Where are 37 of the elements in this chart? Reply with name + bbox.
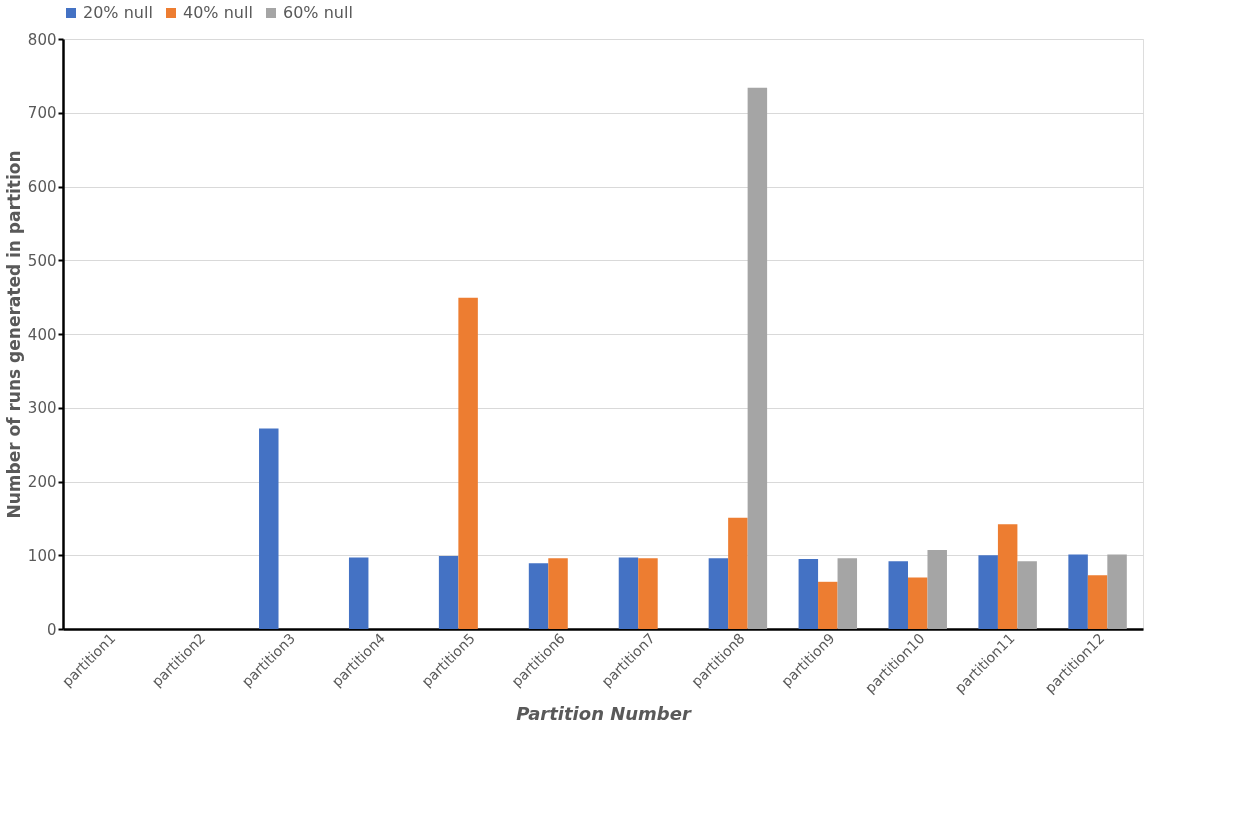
bar bbox=[1017, 561, 1037, 629]
bar bbox=[978, 555, 998, 629]
bar bbox=[728, 517, 748, 629]
bar bbox=[458, 297, 478, 629]
bar bbox=[1068, 554, 1088, 629]
y-tick-label: 100 bbox=[27, 546, 57, 565]
bar bbox=[908, 577, 928, 629]
bar bbox=[259, 428, 279, 629]
y-tick-label: 400 bbox=[27, 325, 57, 344]
y-tick-label: 600 bbox=[27, 178, 57, 196]
bar bbox=[798, 558, 819, 629]
bar bbox=[438, 555, 459, 629]
y-axis-title: Number of runs generated in partition bbox=[3, 150, 24, 519]
y-tick-label: 700 bbox=[27, 104, 57, 123]
bar bbox=[618, 557, 639, 629]
bar bbox=[818, 581, 838, 629]
bar bbox=[888, 561, 908, 629]
bar bbox=[708, 558, 729, 629]
bar bbox=[1087, 575, 1108, 629]
legend-label: 60% null bbox=[283, 3, 353, 22]
bar bbox=[528, 563, 549, 629]
bar bbox=[927, 550, 947, 629]
legend-label: 40% null bbox=[183, 3, 253, 22]
bar bbox=[348, 557, 369, 629]
legend-label: 20% null bbox=[83, 3, 153, 22]
y-tick-label: 800 bbox=[27, 30, 57, 49]
bar bbox=[548, 558, 568, 629]
y-tick-label: 200 bbox=[27, 473, 57, 491]
bar bbox=[1107, 554, 1127, 629]
y-tick-label: 300 bbox=[27, 399, 57, 418]
y-tick-label: 500 bbox=[27, 251, 57, 270]
bar bbox=[747, 87, 768, 629]
bar bbox=[997, 524, 1018, 629]
y-tick-label: 0 bbox=[46, 620, 57, 639]
x-axis-title: Partition Number bbox=[516, 703, 692, 725]
bar bbox=[638, 558, 658, 629]
bar bbox=[837, 558, 858, 629]
